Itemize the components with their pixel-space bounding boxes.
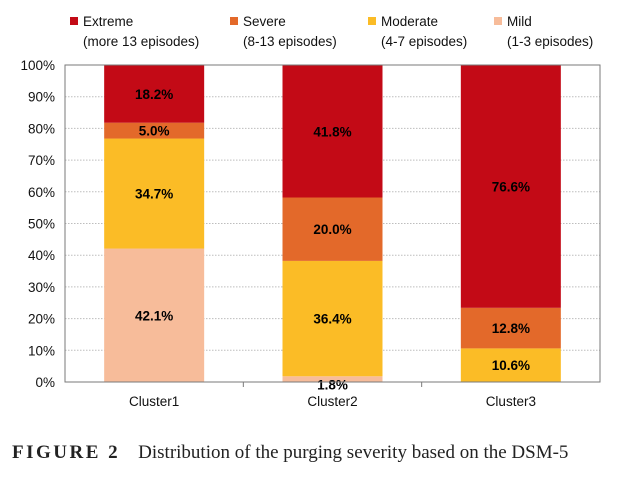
data-label-cluster1-moderate: 34.7% — [135, 187, 173, 202]
legend-label-extreme: Extreme — [83, 14, 133, 29]
data-label-cluster1-extreme: 18.2% — [135, 87, 173, 102]
data-label-cluster1-mild: 42.1% — [135, 308, 173, 323]
y-tick-label: 50% — [28, 217, 55, 232]
data-label-cluster2-moderate: 36.4% — [313, 312, 351, 327]
y-tick-label: 60% — [28, 185, 55, 200]
bar-cluster3-severe — [460, 307, 561, 349]
figure-caption: FIGURE 2 Distribution of the purging seve… — [12, 440, 612, 466]
bar-cluster2-moderate — [282, 260, 383, 377]
data-label-cluster2-severe: 20.0% — [313, 222, 351, 237]
legend-swatch-severe — [230, 17, 238, 25]
bars: 42.1% 34.7% 5.0% 18.2% 1.8% 36.4% 20.0% 41.8% 10… — [104, 65, 561, 392]
figure-label: FIGURE 2 — [12, 442, 121, 463]
legend-label-mild: Mild — [507, 14, 532, 29]
x-tick-label: Cluster2 — [307, 394, 357, 409]
bar-cluster1-severe — [104, 122, 205, 139]
bar-cluster2-severe — [282, 197, 383, 261]
y-tick-label: 40% — [28, 248, 55, 263]
y-tick-label: 20% — [28, 312, 55, 327]
y-tick-label: 0% — [35, 375, 55, 390]
plot-frame — [64, 64, 601, 383]
x-tick-labels: Cluster1 Cluster2 Cluster3 — [129, 394, 536, 409]
data-label-cluster1-severe: 5.0% — [139, 124, 170, 139]
data-label-cluster2-mild: 1.8% — [317, 377, 348, 392]
stacked-bar-chart: Extreme (more 13 episodes) Severe (8-13 epi… — [20, 14, 601, 409]
data-label-cluster3-moderate: 10.6% — [492, 358, 530, 373]
bar-cluster3-extreme — [460, 65, 561, 308]
bar-cluster2-extreme — [282, 65, 383, 198]
legend-swatch-mild — [494, 17, 502, 25]
axes — [64, 64, 601, 387]
bar-cluster1-mild — [104, 248, 205, 382]
legend-label-moderate: Moderate — [381, 14, 438, 29]
legend-sublabel-mild: (1-3 episodes) — [507, 34, 593, 49]
x-tick-label: Cluster1 — [129, 394, 179, 409]
y-tick-label: 100% — [20, 58, 55, 73]
y-tick-label: 70% — [28, 153, 55, 168]
legend-sublabel-extreme: (more 13 episodes) — [83, 34, 199, 49]
legend-swatch-extreme — [70, 17, 78, 25]
data-label-cluster3-severe: 12.8% — [492, 321, 530, 336]
data-label-cluster2-extreme: 41.8% — [313, 124, 351, 139]
figure-caption-text: Distribution of the purging severity bas… — [138, 442, 569, 463]
bar-cluster2-mild — [282, 376, 383, 382]
data-label-cluster3-extreme: 76.6% — [492, 179, 530, 194]
y-tick-label: 80% — [28, 121, 55, 136]
y-tick-label: 10% — [28, 343, 55, 358]
y-tick-label: 90% — [28, 90, 55, 105]
legend-sublabel-moderate: (4-7 episodes) — [381, 34, 467, 49]
bar-cluster1-moderate — [104, 138, 205, 249]
y-tick-labels: 0% 10% 20% 30% 40% 50% 60% 70% 80% 90% 100% — [20, 58, 55, 390]
legend-label-severe: Severe — [243, 14, 286, 29]
y-tick-label: 30% — [28, 280, 55, 295]
x-tick-label: Cluster3 — [486, 394, 536, 409]
bar-cluster1-extreme — [104, 65, 205, 123]
legend-swatch-moderate — [368, 17, 376, 25]
bar-cluster3-moderate — [460, 348, 561, 382]
legend: Extreme (more 13 episodes) Severe (8-13 epi… — [70, 14, 593, 49]
legend-sublabel-severe: (8-13 episodes) — [243, 34, 337, 49]
